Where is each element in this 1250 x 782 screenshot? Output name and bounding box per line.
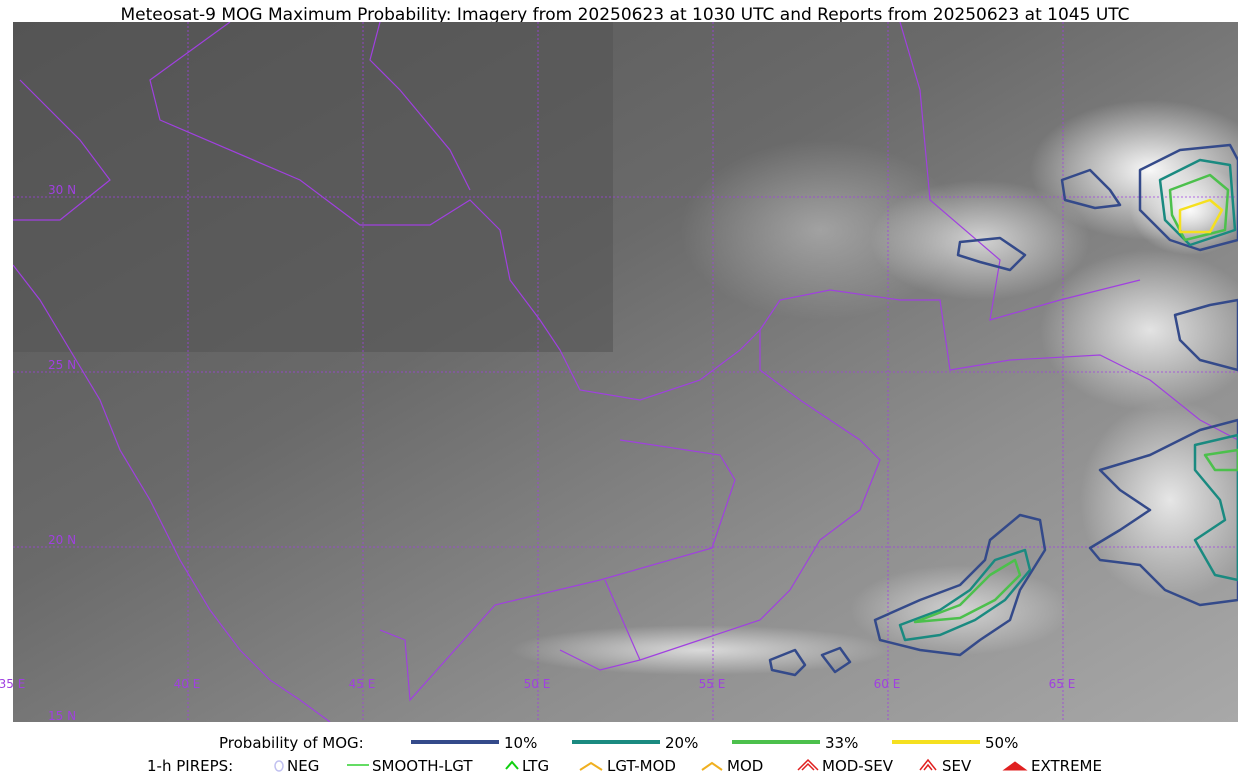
lon-labels: 35 E 40 E 45 E 50 E 55 E 60 E 65 E [0, 677, 1075, 691]
dark-region [13, 22, 613, 352]
legend-symbol [701, 761, 723, 771]
probability-contours [768, 143, 1238, 677]
legend-label: NEG [287, 757, 319, 775]
legend-title: Probability of MOG: [219, 734, 364, 752]
legend-label: 50% [985, 734, 1018, 752]
lon-label: 45 E [349, 677, 376, 691]
legend-label: LGT-MOD [607, 757, 676, 775]
lon-label: 65 E [1049, 677, 1076, 691]
legend-label: 33% [825, 734, 858, 752]
lon-label: 50 E [524, 677, 551, 691]
legend-symbol [274, 760, 284, 772]
lat-labels: 30 N 25 N 20 N 15 N [48, 183, 76, 723]
legend-label: SMOOTH-LGT [372, 757, 473, 775]
lat-label: 15 N [48, 709, 76, 723]
legend-symbol [579, 761, 603, 771]
legend-label: 20% [665, 734, 698, 752]
lon-label: 35 E [0, 677, 25, 691]
map [13, 22, 1238, 722]
legend-title: 1-h PIREPS: [147, 757, 233, 775]
legend-label: EXTREME [1031, 757, 1102, 775]
lat-label: 20 N [48, 533, 76, 547]
legend-symbol [1002, 761, 1028, 771]
legend-label: MOD-SEV [822, 757, 894, 775]
graticule [13, 22, 1238, 722]
lon-label: 40 E [174, 677, 201, 691]
lon-label: 60 E [874, 677, 901, 691]
lat-label: 25 N [48, 358, 76, 372]
legend: Probability of MOG: 1-h PIREPS: 10% 20% 33… [147, 734, 1102, 775]
coastlines [13, 22, 1238, 722]
legend-label: SEV [942, 757, 972, 775]
legend-symbol [919, 758, 937, 771]
title: Meteosat-9 MOG Maximum Probability: Imag… [120, 5, 1129, 25]
legend-label: LTG [522, 757, 549, 775]
lon-label: 55 E [699, 677, 726, 691]
lat-label: 30 N [48, 183, 76, 197]
legend-label: 10% [504, 734, 537, 752]
legend-symbol [505, 760, 519, 770]
legend-label: MOD [727, 757, 763, 775]
legend-symbol [797, 758, 819, 771]
